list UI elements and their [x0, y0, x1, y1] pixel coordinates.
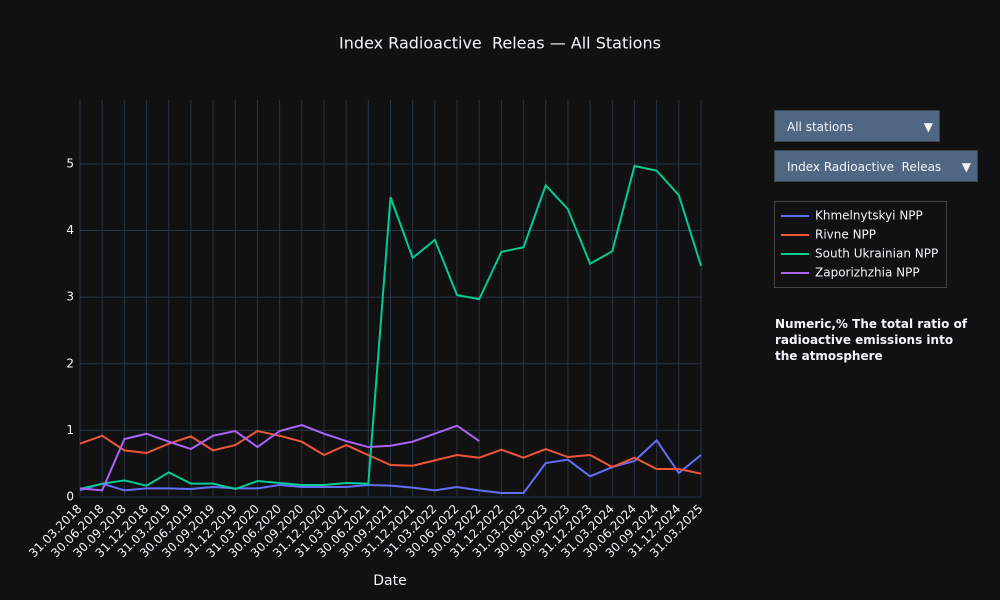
- legend-label: Rivne NPP: [815, 228, 876, 242]
- y-tick-label: 3: [66, 290, 74, 304]
- y-tick-label: 0: [66, 490, 74, 504]
- annotation: Numeric,% The total ratio of radioactive…: [775, 317, 968, 363]
- series-line: [79, 429, 702, 475]
- legend-label: Zaporizhzhia NPP: [815, 266, 920, 280]
- metric-dropdown[interactable]: Index Radioactive Releas: [774, 150, 978, 183]
- series-line: [79, 438, 702, 495]
- y-tick-label: 1: [66, 423, 74, 437]
- legend-label: Khmelnytskyi NPP: [815, 209, 923, 223]
- station-dropdown[interactable]: All stations: [774, 110, 940, 143]
- y-tick-label: 4: [66, 223, 74, 237]
- y-tick-label: 2: [66, 356, 74, 370]
- y-tick-label: 5: [66, 156, 74, 170]
- chart-title: Index Radioactive Releas — All Stations: [339, 34, 661, 53]
- series-line: [79, 164, 702, 491]
- series-line: [79, 424, 480, 492]
- x-axis-title: Date: [373, 573, 406, 589]
- legend-label: South Ukrainian NPP: [815, 247, 938, 261]
- legend-box: [774, 201, 947, 288]
